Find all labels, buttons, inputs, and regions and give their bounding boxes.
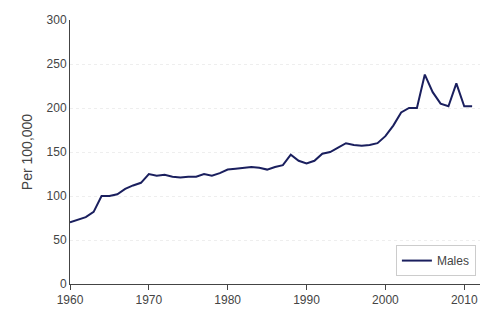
svg-text:1970: 1970 — [135, 293, 162, 307]
svg-text:Males: Males — [437, 254, 469, 268]
svg-text:1980: 1980 — [214, 293, 241, 307]
svg-text:0: 0 — [60, 277, 67, 291]
svg-text:300: 300 — [47, 13, 67, 27]
svg-text:Per 100,000: Per 100,000 — [19, 114, 35, 190]
svg-text:150: 150 — [47, 145, 67, 159]
svg-text:100: 100 — [47, 189, 67, 203]
svg-text:2010: 2010 — [451, 293, 478, 307]
svg-text:1990: 1990 — [293, 293, 320, 307]
svg-text:50: 50 — [53, 233, 67, 247]
svg-text:1960: 1960 — [57, 293, 84, 307]
svg-text:2000: 2000 — [372, 293, 399, 307]
svg-text:200: 200 — [47, 101, 67, 115]
svg-text:250: 250 — [47, 57, 67, 71]
